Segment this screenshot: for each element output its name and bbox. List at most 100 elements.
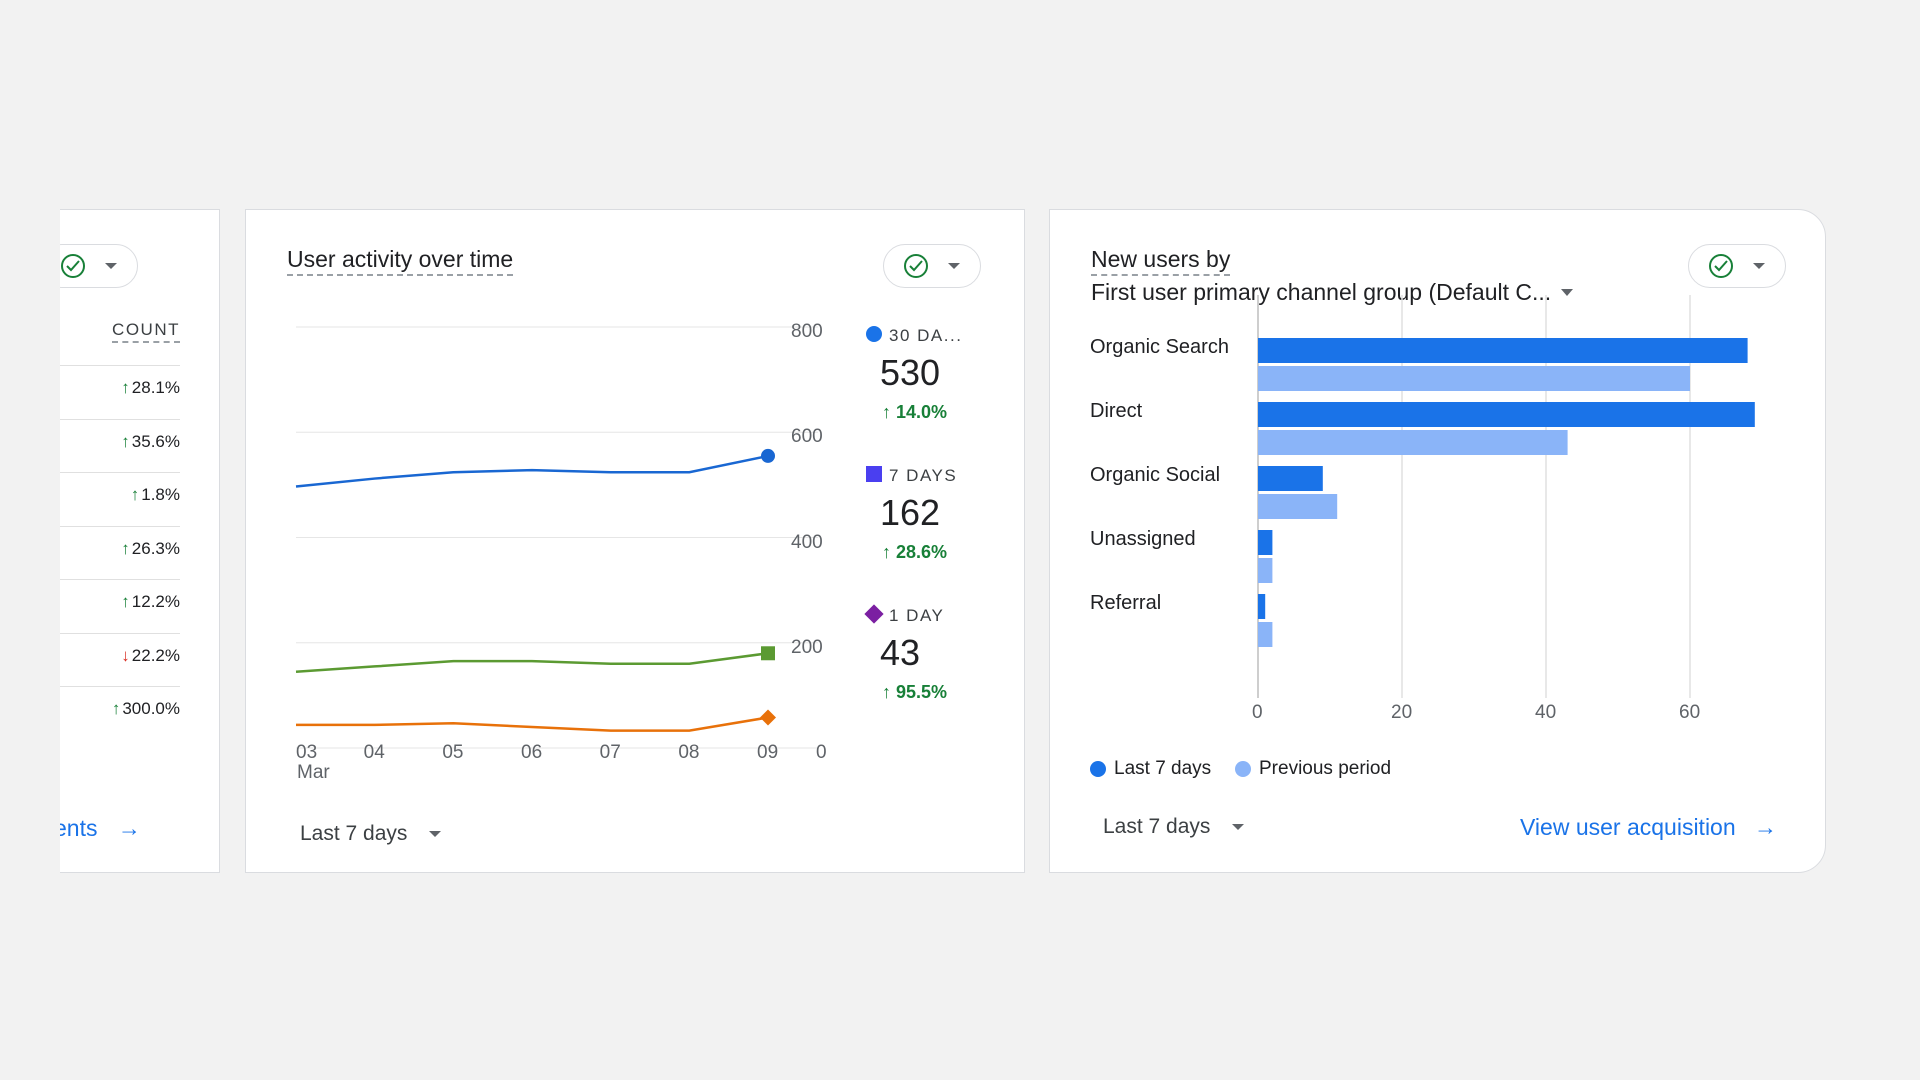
bar-previous-period[interactable] <box>1258 494 1338 519</box>
square-legend-icon <box>866 466 882 482</box>
x-tick-label: 08 <box>678 742 700 763</box>
row-divider <box>60 632 180 634</box>
check-circle-icon <box>904 254 928 278</box>
row-divider <box>60 686 180 687</box>
check-circle-icon <box>1709 254 1733 278</box>
events-card: COUNT ↑ 28.1% ↑ 35.6% ↑ 1.8% ↑ 26.3% ↑ 12.2% ↓ 22.2… <box>60 209 220 873</box>
legend-label: Last 7 days <box>1114 758 1212 779</box>
kpi-label: 30 DA... <box>889 326 963 345</box>
kpi-value: 530 <box>880 352 941 393</box>
bar-previous-period[interactable] <box>1258 622 1273 647</box>
y-tick-label: 200 <box>791 636 823 658</box>
x-tick-label: 09 <box>757 742 779 763</box>
kpi-label: 7 DAYS <box>889 466 958 485</box>
percent-change: 12.2% <box>131 592 180 611</box>
arrow-up-icon: ↑ <box>121 431 130 451</box>
percent-change: 22.2% <box>131 645 180 665</box>
view-user-acquisition-link[interactable]: View user acquisition → <box>1520 814 1778 840</box>
y-tick-label: 400 <box>791 531 823 553</box>
table-row: ↑ 1.8% <box>60 485 180 505</box>
table-row: ↑ 35.6% <box>60 432 180 452</box>
card-title[interactable]: User activity over time <box>287 246 514 276</box>
check-circle-icon <box>61 254 85 278</box>
category-label: Unassigned <box>1090 528 1196 550</box>
new-users-bar-chart <box>1257 295 1755 698</box>
bar-last-7-days[interactable] <box>1258 594 1266 619</box>
table-row: ↑ 26.3% <box>60 539 180 559</box>
x-tick-label: 05 <box>442 742 464 763</box>
new-users-card: New users by First user primary channel … <box>1049 209 1826 873</box>
arrow-up-icon: ↑ <box>111 699 121 718</box>
x-tick-label: 40 <box>1535 702 1557 723</box>
x-tick-label: 03 <box>296 742 318 763</box>
category-label: Direct <box>1090 400 1143 422</box>
table-row: ↑ 28.1% <box>60 378 180 398</box>
row-divider <box>60 365 180 366</box>
series-end-marker[interactable] <box>761 448 775 463</box>
series-line-1 <box>295 652 769 673</box>
bar-previous-period[interactable] <box>1258 366 1690 391</box>
table-row: ↑ 300.0% <box>60 699 180 719</box>
arrow-up-icon: ↑ <box>121 378 130 397</box>
chevron-down-icon <box>1753 263 1765 269</box>
compare-menu-pill[interactable] <box>60 244 138 288</box>
bar-previous-period[interactable] <box>1258 430 1568 455</box>
percent-change: 28.1% <box>131 378 180 397</box>
bar-last-7-days[interactable] <box>1258 530 1273 555</box>
bar-last-7-days[interactable] <box>1258 338 1748 363</box>
x-tick-label: 04 <box>363 742 385 763</box>
category-label: Organic Search <box>1090 336 1229 358</box>
chevron-down-icon <box>105 263 117 269</box>
kpi-label: 1 DAY <box>889 606 945 625</box>
y-tick-label: 0 <box>816 742 827 763</box>
arrow-up-icon: ↑ <box>121 592 130 611</box>
row-divider <box>60 525 180 527</box>
user-activity-card: User activity over time 800 600 400 200 0 03… <box>245 209 1025 873</box>
view-events-link[interactable]: ents → <box>60 815 141 841</box>
percent-change: 95.5% <box>896 682 948 702</box>
arrow-up-icon: ↑ <box>121 538 130 558</box>
series-end-marker[interactable] <box>761 646 775 661</box>
row-divider <box>60 472 180 473</box>
x-axis-month-label: Mar <box>297 762 330 783</box>
series-end-marker[interactable] <box>760 709 776 726</box>
legend-dot-icon <box>1235 761 1251 777</box>
percent-change: 300.0% <box>122 699 180 718</box>
x-tick-label: 07 <box>599 742 621 763</box>
category-label: Organic Social <box>1090 464 1221 486</box>
date-range-select[interactable]: Last 7 days <box>300 822 442 846</box>
percent-change: 14.0% <box>896 402 948 422</box>
card-title-line1[interactable]: New users by <box>1091 246 1231 276</box>
compare-menu-pill[interactable] <box>1688 244 1786 288</box>
table-row: ↓ 22.2% <box>60 646 180 666</box>
percent-change: 28.6% <box>896 542 948 562</box>
kpi-delta: ↑ 14.0% <box>882 402 947 423</box>
user-activity-line-chart <box>295 326 818 749</box>
legend-dot-icon <box>1090 761 1106 777</box>
count-column-header[interactable]: COUNT <box>60 320 180 343</box>
dimension-select[interactable]: First user primary channel group (Defaul… <box>1091 279 1574 306</box>
bar-last-7-days[interactable] <box>1258 466 1323 491</box>
bar-last-7-days[interactable] <box>1258 402 1755 427</box>
chevron-down-icon <box>1561 289 1574 296</box>
legend-item[interactable]: Last 7 days <box>1090 758 1211 780</box>
arrow-right-icon: → <box>117 815 141 841</box>
kpi-delta: ↑ 95.5% <box>882 682 947 703</box>
legend-item[interactable]: Previous period <box>1235 758 1391 780</box>
chevron-down-icon <box>429 831 442 837</box>
bar-previous-period[interactable] <box>1258 558 1273 583</box>
percent-change: 35.6% <box>131 431 180 451</box>
legend-label: Previous period <box>1259 758 1392 779</box>
percent-change: 1.8% <box>141 485 180 504</box>
date-range-select[interactable]: Last 7 days <box>1103 815 1245 839</box>
series-line-0 <box>295 454 769 488</box>
series-line-2 <box>296 716 769 732</box>
arrow-up-icon: ↑ <box>882 542 897 562</box>
x-tick-label: 0 <box>1252 702 1263 723</box>
circle-legend-icon <box>866 326 882 342</box>
kpi-delta: ↑ 28.6% <box>882 542 947 563</box>
arrow-right-icon: → <box>1754 814 1778 840</box>
y-tick-label: 800 <box>791 321 823 342</box>
compare-menu-pill[interactable] <box>883 244 981 288</box>
x-tick-label: 06 <box>521 742 543 763</box>
